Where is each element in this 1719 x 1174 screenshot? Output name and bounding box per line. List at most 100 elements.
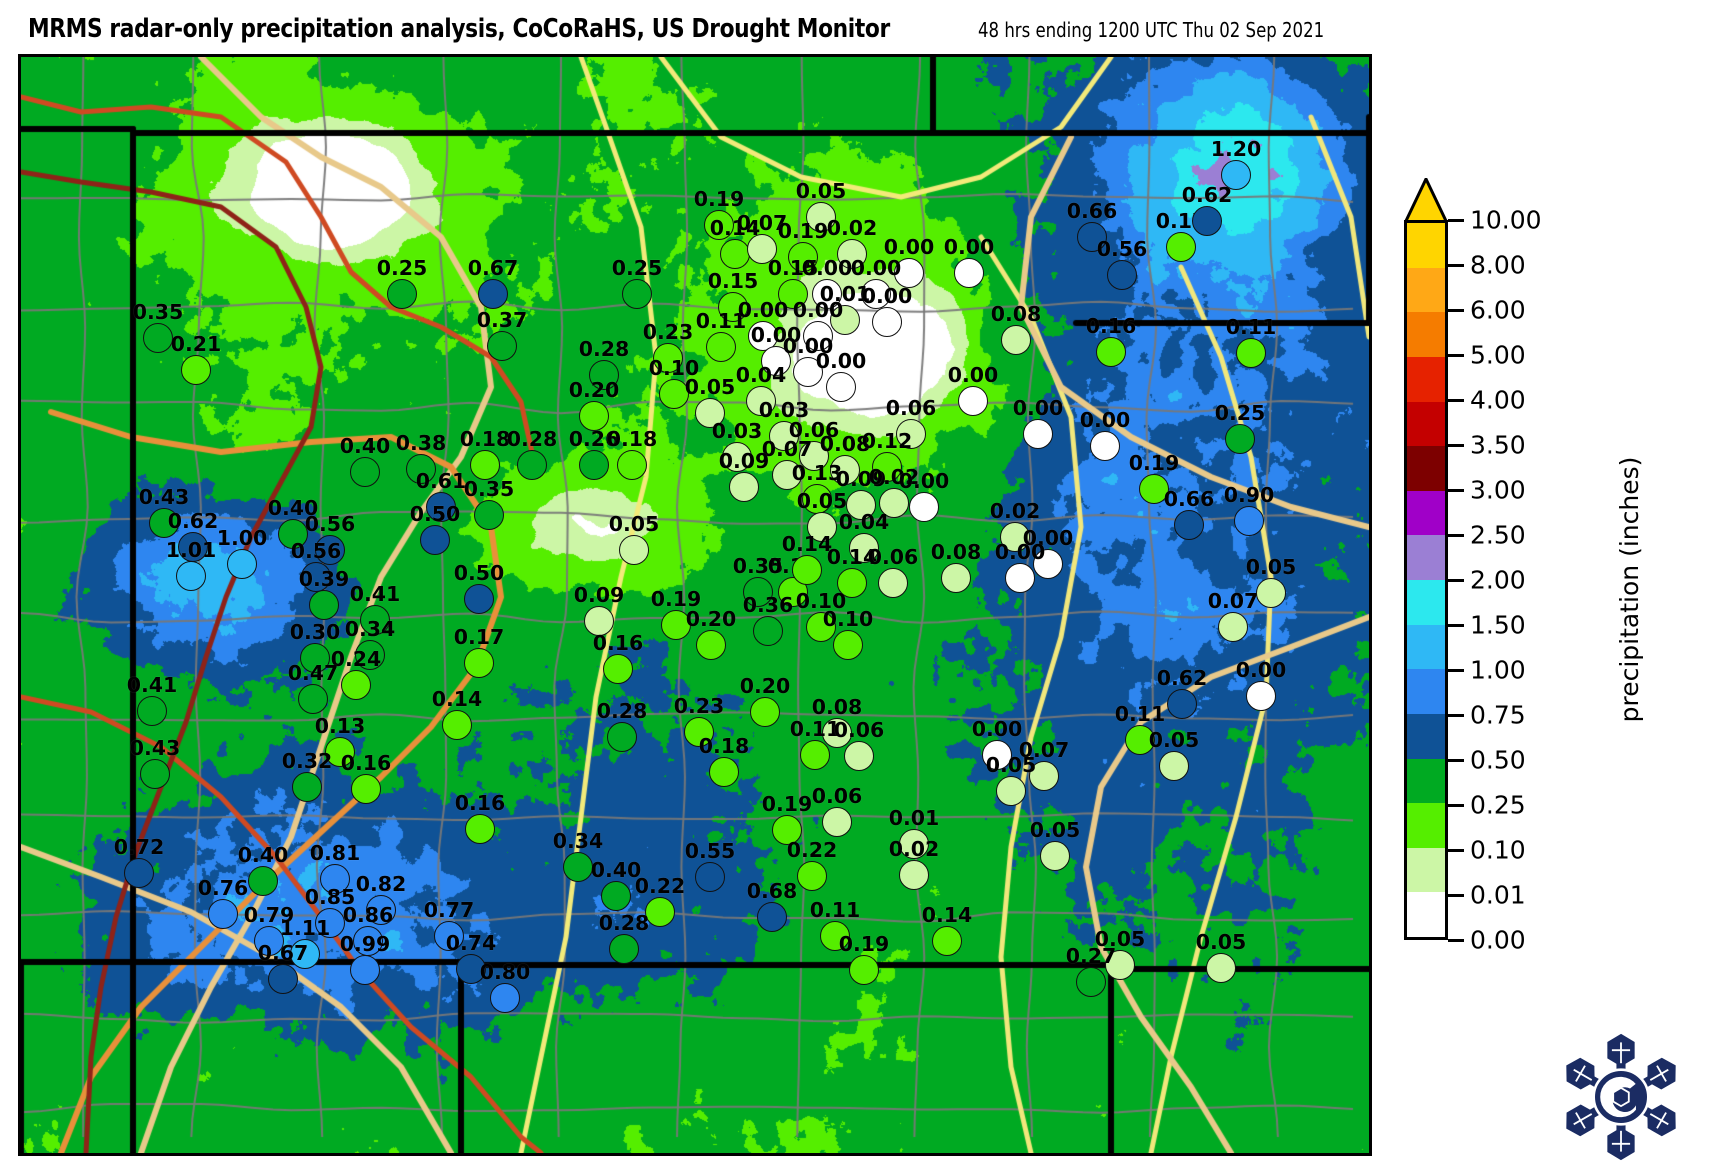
station-value-label: 0.16 (340, 750, 392, 775)
station-value-label: 0.40 (339, 433, 391, 458)
colorbar-tick-label: 5.00 (1470, 340, 1526, 370)
station-dot (1174, 510, 1204, 540)
colorbar-tick-label: 3.00 (1470, 475, 1526, 505)
station-dot (1090, 431, 1120, 461)
station-value-label: 0.20 (685, 606, 737, 631)
station-dot (746, 386, 776, 416)
colorbar-tick-label: 8.00 (1470, 250, 1526, 280)
station-dot (932, 926, 962, 956)
colorbar-gradient (1404, 220, 1448, 940)
station-dot (1001, 325, 1031, 355)
station-dot (1256, 578, 1286, 608)
colorbar-segment (1407, 803, 1445, 848)
station-dot (788, 242, 818, 272)
station-value-label: 0.79 (243, 902, 295, 927)
station-value-label: 0.43 (129, 735, 181, 760)
station-dot (1218, 612, 1248, 642)
station-dot (769, 421, 799, 451)
station-dot (709, 757, 739, 787)
station-dot (894, 258, 924, 288)
colorbar-segment (1407, 847, 1445, 893)
station-value-label: 0.00 (801, 255, 853, 280)
station-dot (517, 450, 547, 480)
station-value-label: 0.02 (868, 464, 920, 489)
station-value-label: 0.00 (737, 297, 789, 322)
station-value-label: 0.10 (795, 588, 847, 613)
station-value-label: 0.05 (608, 511, 660, 536)
station-dot (793, 357, 823, 387)
station-dot (470, 450, 500, 480)
station-dot (954, 258, 984, 288)
station-dot (584, 606, 614, 636)
station-dot (341, 670, 371, 700)
station-value-label: 0.06 (788, 417, 840, 442)
station-dot (278, 519, 308, 549)
station-value-label: 0.19 (650, 586, 702, 611)
station-dot (1077, 222, 1107, 252)
station-value-label: 0.47 (287, 660, 339, 685)
station-value-label: 0.05 (796, 488, 848, 513)
station-dot (268, 964, 298, 994)
station-value-label: 0.22 (634, 873, 686, 898)
station-value-label: 0.00 (750, 322, 802, 347)
colorbar-tick-label: 3.50 (1470, 430, 1526, 460)
station-value-label: 0.19 (838, 931, 890, 956)
station-dot (176, 561, 206, 591)
station-value-label: 0.62 (167, 508, 219, 533)
station-value-label: 0.24 (330, 646, 382, 671)
station-dot (309, 590, 339, 620)
station-value-label: 0.85 (304, 884, 356, 909)
colorbar-tick (1448, 218, 1464, 222)
station-value-label: 0.00 (1022, 525, 1074, 550)
colorbar-segment (1407, 624, 1445, 670)
precipitation-raster (21, 57, 1369, 1153)
station-value-label: 0.86 (342, 902, 394, 927)
station-value-label: 1.20 (1210, 136, 1262, 161)
station-dot (761, 346, 791, 376)
station-dot (140, 759, 170, 789)
station-value-label: 0.00 (792, 297, 844, 322)
colorbar-tick (1448, 398, 1464, 402)
station-dot (360, 605, 390, 635)
station-value-label: 0.05 (1195, 929, 1247, 954)
station-value-label: 0.19 (761, 791, 813, 816)
station-value-label: 0.07 (736, 210, 788, 235)
station-value-label: 0.06 (867, 544, 919, 569)
station-dot (792, 555, 822, 585)
colorbar-tick (1448, 488, 1464, 492)
colorbar-segment (1407, 401, 1445, 447)
station-dot (802, 484, 832, 514)
station-value-label: 0.00 (943, 234, 995, 259)
station-dot (797, 861, 827, 891)
station-dot (822, 718, 852, 748)
station-dot (806, 202, 836, 232)
station-dot (366, 895, 396, 925)
station-dot (1040, 841, 1070, 871)
station-value-label: 0.35 (732, 553, 784, 578)
colorbar-segment (1407, 669, 1445, 714)
station-dot (704, 210, 734, 240)
station-dot (426, 492, 456, 522)
station-dot (1033, 549, 1063, 579)
colorbar-tick-label: 0.75 (1470, 700, 1526, 730)
station-value-label: 0.11 (695, 308, 747, 333)
station-dot (750, 697, 780, 727)
colorbar-tick-label: 0.25 (1470, 790, 1526, 820)
station-dot (899, 829, 929, 859)
station-dot (833, 630, 863, 660)
station-dot (849, 533, 879, 563)
precipitation-map[interactable]: 0.25 0.67 0.35 0.21 0.37 0.19 0.05 0.02 0.14 0.07… (18, 54, 1372, 1156)
station-dot (1000, 522, 1030, 552)
station-dot (355, 640, 385, 670)
colorbar-tick (1448, 938, 1464, 942)
station-value-label: 0.40 (590, 857, 642, 882)
station-dot (248, 866, 278, 896)
station-value-label: 0.07 (1207, 588, 1259, 613)
station-dot (579, 450, 609, 480)
station-value-label: 0.05 (1245, 554, 1297, 579)
header: MRMS radar-only precipitation analysis, … (0, 0, 1719, 52)
station-dot (753, 616, 783, 646)
station-value-label: 0.11 (1225, 314, 1277, 339)
station-dot (645, 897, 675, 927)
station-value-label: 0.35 (132, 299, 184, 324)
